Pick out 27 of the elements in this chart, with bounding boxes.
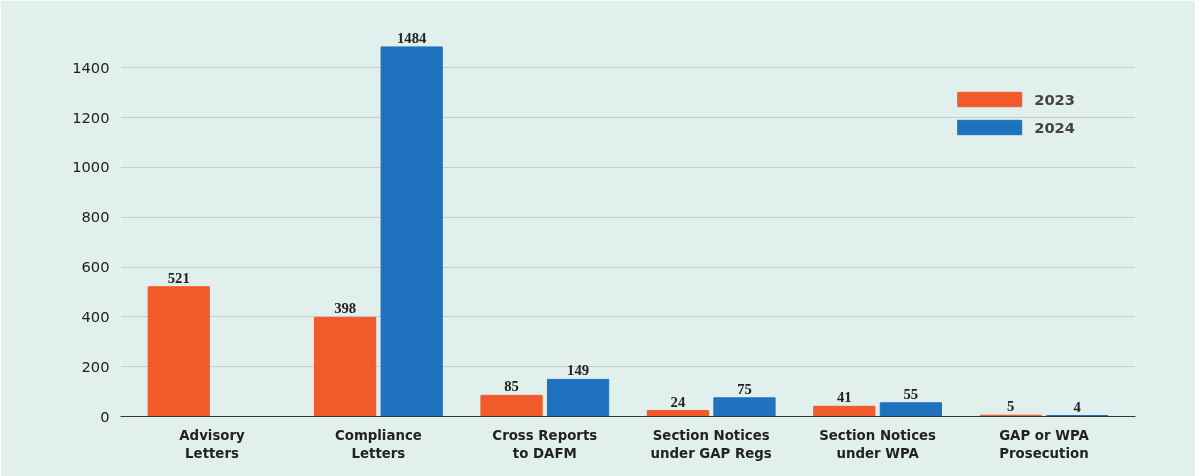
- x-tick-label: Cross Reports to DAFM: [492, 427, 598, 461]
- y-tick-label: 600: [81, 258, 110, 276]
- data-label: 55: [903, 385, 919, 402]
- y-tick-label: 200: [81, 357, 110, 375]
- legend-label: 2024: [1034, 118, 1075, 136]
- data-label: 149: [567, 362, 590, 379]
- data-label: 5: [1007, 398, 1015, 415]
- data-label: 41: [836, 389, 852, 406]
- data-label: 521: [167, 269, 190, 286]
- y-tick-label: 1000: [72, 158, 110, 176]
- x-tick-label: Compliance Letters: [334, 427, 422, 461]
- x-tick-label: GAP or WPA Prosecution: [999, 427, 1090, 461]
- data-label: 75: [737, 380, 752, 397]
- data-label: 24: [670, 393, 686, 410]
- legend-label: 2023: [1034, 90, 1075, 108]
- y-tick-label: 800: [81, 208, 110, 226]
- data-label: 1484: [397, 29, 428, 46]
- y-tick-label: 1400: [72, 58, 110, 76]
- x-tick-label: Section Notices under WPA: [819, 427, 937, 461]
- x-tick-label: Section Notices under GAP Regs: [650, 427, 772, 461]
- y-tick-label: 1200: [72, 108, 110, 126]
- data-label: 85: [504, 378, 519, 395]
- data-label: 398: [334, 300, 357, 317]
- y-tick-label: 0: [100, 407, 110, 425]
- x-tick-label: Advisory Letters: [179, 427, 246, 461]
- data-label: 4: [1073, 398, 1082, 415]
- y-tick-label: 400: [81, 307, 110, 325]
